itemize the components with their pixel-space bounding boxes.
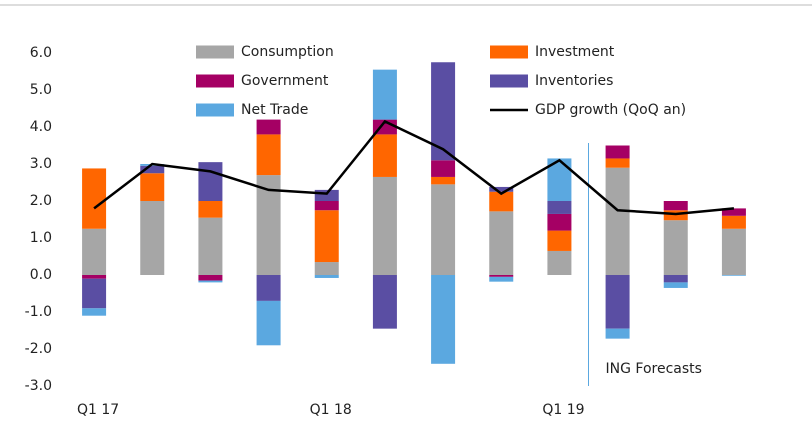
bar-segment bbox=[82, 278, 107, 309]
legend-swatch bbox=[196, 74, 234, 88]
bar-segment bbox=[140, 201, 165, 275]
bar-segment bbox=[663, 210, 688, 221]
bar-segment bbox=[489, 276, 514, 282]
bar-segment bbox=[82, 275, 107, 279]
annotation: ING Forecasts bbox=[606, 361, 702, 377]
bar-segment bbox=[721, 228, 746, 275]
y-tick-label: 0.0 bbox=[30, 267, 52, 283]
bar-segment bbox=[663, 282, 688, 288]
legend-swatch bbox=[196, 45, 234, 59]
bar-segment bbox=[314, 201, 339, 211]
bar-segment bbox=[605, 275, 630, 329]
bar-segment bbox=[256, 300, 281, 346]
bar-segment bbox=[372, 134, 397, 177]
gdp-line bbox=[93, 119, 735, 216]
bar-segment bbox=[82, 168, 107, 229]
bar-segment bbox=[547, 213, 572, 231]
bar-segment bbox=[198, 275, 223, 281]
bar-segment bbox=[489, 275, 514, 277]
y-tick-label: 4.0 bbox=[30, 119, 52, 135]
bar-segment bbox=[198, 201, 223, 218]
bar-segment bbox=[547, 230, 572, 251]
bar-segment bbox=[82, 228, 107, 275]
y-tick-label: 3.0 bbox=[30, 156, 52, 172]
bar-segment bbox=[431, 62, 456, 161]
x-tick-label: Q1 17 bbox=[77, 402, 119, 418]
bar-segment bbox=[605, 158, 630, 168]
bar-segment bbox=[372, 176, 397, 275]
y-tick-label: -2.0 bbox=[25, 341, 52, 357]
bar-segment bbox=[140, 165, 165, 174]
bar-segment bbox=[547, 201, 572, 214]
bar-segment bbox=[431, 184, 456, 275]
legend-label: Net Trade bbox=[241, 102, 308, 118]
bar-segment bbox=[721, 208, 746, 216]
legend-label: Government bbox=[241, 73, 329, 89]
legend-swatch bbox=[196, 103, 234, 117]
legend-label: Consumption bbox=[241, 44, 334, 60]
y-tick-label: -1.0 bbox=[25, 304, 52, 320]
x-tick-label: Q1 18 bbox=[310, 402, 352, 418]
bar-segment bbox=[314, 262, 339, 275]
bar-segment bbox=[82, 308, 107, 316]
bar-segment bbox=[198, 280, 223, 283]
bar-segment bbox=[605, 145, 630, 159]
bar-segment bbox=[431, 176, 456, 185]
bar-segment bbox=[256, 119, 281, 135]
bar-segment bbox=[547, 250, 572, 275]
bar-segment bbox=[663, 220, 688, 275]
y-tick-label: 1.0 bbox=[30, 230, 52, 246]
bar-segment bbox=[489, 186, 514, 192]
bar-segment bbox=[489, 211, 514, 275]
legend-swatch bbox=[490, 45, 528, 59]
bar-segment bbox=[721, 275, 746, 276]
bar-segment bbox=[431, 160, 456, 177]
legend-label: Inventories bbox=[535, 73, 613, 89]
bar-segment bbox=[198, 162, 223, 201]
bar-segment bbox=[256, 134, 281, 176]
legend-label: GDP growth (QoQ an) bbox=[535, 102, 686, 118]
y-tick-label: 6.0 bbox=[30, 45, 52, 61]
legend-label: Investment bbox=[535, 44, 615, 60]
bar-segment bbox=[663, 275, 688, 283]
bar-segment bbox=[314, 189, 339, 201]
x-tick-label: Q1 19 bbox=[542, 402, 584, 418]
bar-segment bbox=[314, 275, 339, 278]
bar-segment bbox=[489, 191, 514, 212]
bar-segment bbox=[721, 215, 746, 229]
bar-segment bbox=[372, 275, 397, 329]
bar-segment bbox=[314, 210, 339, 263]
bar-segment bbox=[605, 167, 630, 275]
bar-segment bbox=[256, 175, 281, 275]
bar-segment bbox=[663, 201, 688, 211]
bar-segment bbox=[198, 217, 223, 275]
legend-swatch bbox=[490, 74, 528, 88]
y-tick-label: 5.0 bbox=[30, 82, 52, 98]
bar-segment bbox=[372, 69, 397, 120]
y-tick-label: -3.0 bbox=[25, 378, 52, 394]
bar-segment bbox=[256, 275, 281, 301]
bar-segment bbox=[140, 173, 165, 201]
y-tick-label: 2.0 bbox=[30, 193, 52, 209]
bar-segment bbox=[605, 328, 630, 339]
bar-segment bbox=[431, 275, 456, 364]
